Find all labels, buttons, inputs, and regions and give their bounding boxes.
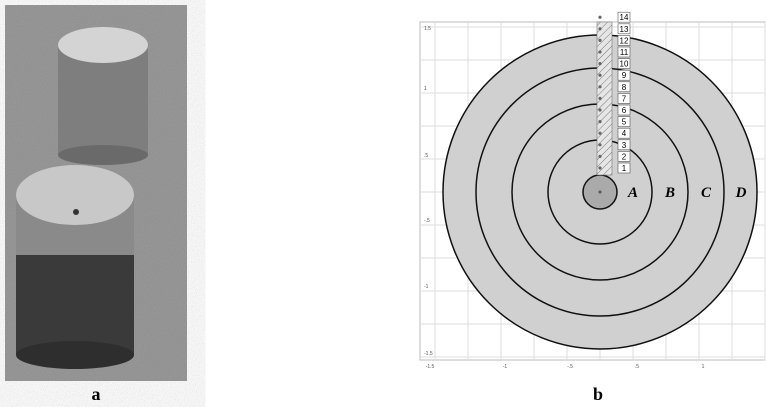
core-dot [599,191,602,194]
zone-label: D [735,185,747,201]
layer-label: 14 [620,13,629,22]
zone-label: C [701,185,712,201]
y-axis-label: 1.5 [424,26,431,32]
layer-dot [598,166,601,169]
y-axis-label: -.5 [424,218,430,224]
photo [5,5,187,381]
y-axis-label: -1 [424,284,429,290]
x-axis-label: 1 [702,364,705,370]
layer-dot [598,97,601,100]
x-axis-label: -1.5 [426,364,435,370]
layer-dot [598,132,601,135]
y-axis-label: 1 [424,86,427,92]
x-axis-label: .5 [635,364,639,370]
layer-label: 5 [622,118,627,127]
panel-label: a [92,384,101,404]
layer-label: 11 [620,48,629,57]
layer-label: 1 [622,164,627,173]
layer-label: 9 [622,71,627,80]
x-axis-label: -.5 [567,364,573,370]
layer-label: 3 [622,141,627,150]
y-axis-label: -1.5 [424,351,433,357]
layer-dot [598,120,601,123]
zone-label: A [627,185,638,201]
panel-label: b [593,384,603,404]
layer-dot [598,16,601,19]
layer-label: 10 [620,60,629,69]
layer-dot [598,74,601,77]
layer-dot [598,108,601,111]
layer-dot [598,39,601,42]
layer-dot [598,85,601,88]
layer-dot [598,27,601,30]
x-axis-label: -1 [503,364,508,370]
layer-label: 8 [622,83,627,92]
layer-label: 4 [622,129,627,138]
layer-label: 2 [622,152,627,161]
y-axis-label: .5 [424,153,428,159]
layer-label: 13 [620,25,629,34]
layer-dot [598,155,601,158]
layer-label: 12 [620,36,629,45]
layer-dot [598,50,601,53]
layer-label: 7 [622,94,627,103]
layer-label: 6 [622,106,627,115]
zone-label: B [664,185,675,201]
layer-dot [598,62,601,65]
layer-dot [598,143,601,146]
figure: a b 1234567891011121314ABCD1.51.5-.5-1-1… [0,0,766,407]
